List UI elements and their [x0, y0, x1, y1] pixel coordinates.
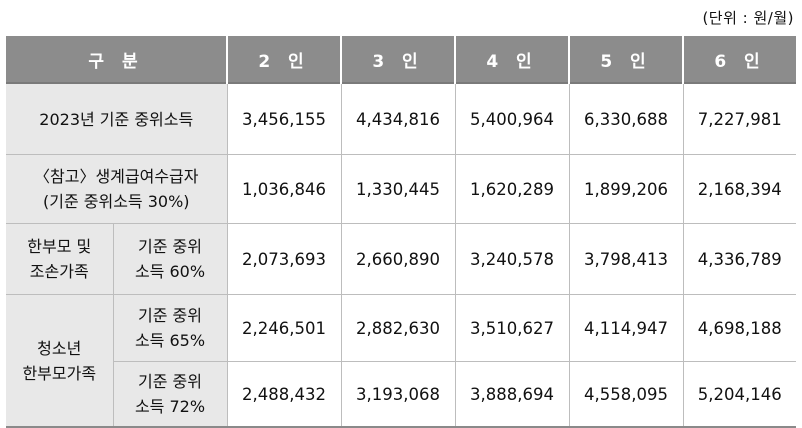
value-cell: 3,510,627: [454, 294, 570, 362]
value-cell: 1,620,289: [454, 154, 570, 224]
table-row: 기준 중위 소득 72% 2,488,432 3,193,068 3,888,6…: [6, 361, 797, 427]
header-col-6: 6 인: [682, 36, 797, 83]
row-label-line: (기준 중위소득 30%): [42, 192, 190, 211]
group-label-line: 청소년: [37, 338, 82, 358]
value-cell: 4,558,095: [568, 361, 684, 427]
header-col-5: 5 인: [568, 36, 684, 83]
value-cell: 1,330,445: [340, 154, 456, 224]
table-row: 2023년 기준 중위소득 3,456,155 4,434,816 5,400,…: [6, 83, 797, 155]
table-row: 청소년 한부모가족 기준 중위 소득 65% 2,246,501 2,882,6…: [6, 294, 797, 427]
header-category: 구 분: [6, 36, 228, 83]
value-cell: 3,456,155: [226, 83, 342, 155]
group-label: 청소년 한부모가족: [6, 294, 113, 427]
group-label: 한부모 및 조손가족: [6, 223, 113, 295]
sub-label: 기준 중위 소득 72%: [112, 361, 228, 427]
sub-label-line: 기준 중위: [138, 372, 202, 391]
value-cell: 3,888,694: [454, 361, 570, 427]
value-cell: 2,488,432: [226, 361, 342, 427]
header-row: 구 분 2 인 3 인 4 인 5 인 6 인: [6, 36, 797, 83]
header-col-3: 3 인: [340, 36, 456, 83]
row-label: 〈참고〉생계급여수급자 (기준 중위소득 30%): [6, 154, 228, 224]
header-col-4: 4 인: [454, 36, 570, 83]
value-cell: 4,698,188: [682, 294, 797, 362]
value-cell: 4,336,789: [682, 223, 797, 295]
sub-label: 기준 중위 소득 65%: [112, 294, 228, 362]
row-label-line: 2023년 기준 중위소득: [39, 109, 194, 129]
value-cell: 1,899,206: [568, 154, 684, 224]
value-cell: 5,204,146: [682, 361, 797, 427]
median-income-table: 구 분 2 인 3 인 4 인 5 인 6 인 2023년 기준 중위소득 3,…: [6, 36, 797, 428]
value-cell: 1,036,846: [226, 154, 342, 224]
unit-note: (단위 : 원/월): [702, 9, 794, 27]
value-cell: 6,330,688: [568, 83, 684, 155]
value-cell: 2,073,693: [226, 223, 342, 295]
group-label-line: 한부모 및: [27, 237, 92, 256]
group-label-line: 한부모가족: [22, 363, 97, 383]
value-cell: 2,168,394: [682, 154, 797, 224]
table-row: 한부모 및 조손가족 기준 중위 소득 60% 2,073,693 2,660,…: [6, 223, 797, 295]
table-row: 〈참고〉생계급여수급자 (기준 중위소득 30%) 1,036,846 1,33…: [6, 154, 797, 224]
sub-label-line: 소득 60%: [134, 262, 206, 281]
header-col-2: 2 인: [226, 36, 342, 83]
value-cell: 5,400,964: [454, 83, 570, 155]
group-label-line: 조손가족: [29, 262, 89, 281]
value-cell: 2,660,890: [340, 223, 456, 295]
row-label-line: 〈참고〉생계급여수급자: [34, 167, 199, 186]
sub-label: 기준 중위 소득 60%: [112, 223, 228, 295]
value-cell: 4,114,947: [568, 294, 684, 362]
sub-label-line: 기준 중위: [138, 237, 202, 256]
value-cell: 3,240,578: [454, 223, 570, 295]
value-cell: 3,193,068: [340, 361, 456, 427]
value-cell: 7,227,981: [682, 83, 797, 155]
value-cell: 4,434,816: [340, 83, 456, 155]
sub-label-line: 소득 72%: [134, 397, 206, 416]
value-cell: 2,246,501: [226, 294, 342, 362]
sub-label-line: 기준 중위: [138, 306, 202, 325]
value-cell: 3,798,413: [568, 223, 684, 295]
sub-label-line: 소득 65%: [134, 331, 206, 350]
row-label: 2023년 기준 중위소득: [6, 83, 228, 155]
value-cell: 2,882,630: [340, 294, 456, 362]
